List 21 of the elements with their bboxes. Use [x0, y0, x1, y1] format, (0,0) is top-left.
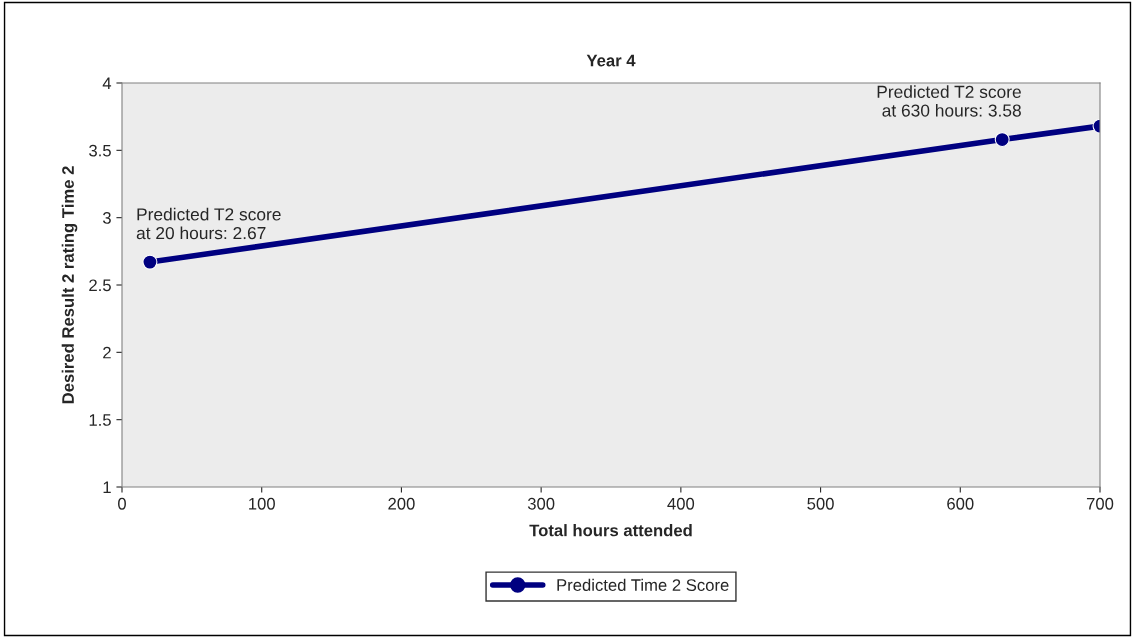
x-tick-label: 600	[947, 497, 974, 510]
y-axis-title: Desired Result 2 rating Time 2	[61, 166, 78, 404]
annotation: Predicted T2 score at 630 hours: 3.58	[877, 85, 1021, 117]
y-tick-label: 1	[103, 481, 111, 494]
chart-title: Year 4	[586, 54, 636, 67]
annotation: Predicted T2 score at 20 hours: 2.67	[136, 207, 281, 240]
x-tick-label: 400	[667, 497, 695, 510]
y-tick-label: 1.5	[89, 414, 111, 426]
x-tick-label: 300	[527, 497, 555, 510]
y-tick-label: 2	[103, 346, 111, 359]
x-tick-label: 700	[1086, 497, 1114, 510]
x-tick-label: 500	[807, 497, 834, 510]
y-tick-label: 4	[102, 77, 112, 90]
x-tick-label: 100	[249, 497, 275, 510]
y-tick-label: 3.5	[89, 144, 111, 157]
y-tick-label: 3	[102, 212, 111, 224]
legend-label: Predicted Time 2 Score	[557, 578, 729, 591]
x-tick-label: 200	[388, 497, 415, 510]
x-tick-label: 0	[118, 497, 126, 510]
y-tick-label: 2.5	[89, 279, 111, 292]
x-axis-title: Total hours attended	[529, 524, 692, 537]
